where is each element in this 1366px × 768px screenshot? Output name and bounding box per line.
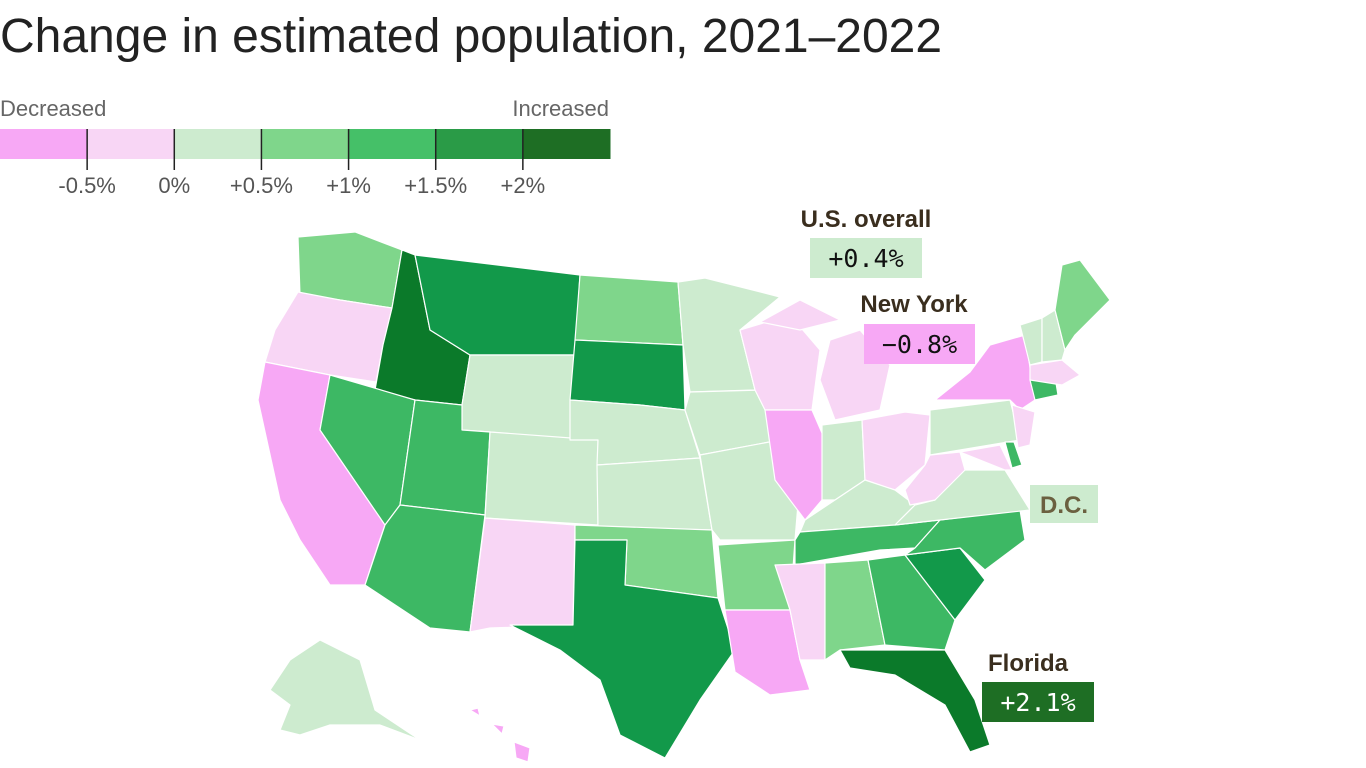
callout-label: D.C. [1040, 492, 1088, 519]
state [469, 517, 576, 633]
callout-label: U.S. overall [801, 206, 932, 233]
legend: -0.5% 0% +0.5% +1% +1.5% +2% [0, 129, 611, 198]
state [759, 299, 841, 331]
legend-swatch [435, 129, 524, 159]
state [839, 649, 991, 753]
callouts: U.S. overall +0.4% New York −0.8% D.C. Florid… [801, 206, 1098, 722]
state [1004, 441, 1023, 469]
legend-swatch [174, 129, 262, 159]
state [461, 354, 576, 441]
legend-high-label: Increased [512, 96, 609, 121]
legend-tick-label: +0.5% [230, 173, 293, 198]
state [1011, 404, 1036, 449]
state [894, 469, 1031, 526]
state [959, 444, 1013, 471]
state [867, 554, 956, 651]
state [513, 741, 531, 763]
state [509, 539, 736, 759]
callout-box [1030, 485, 1098, 523]
callout-label: New York [860, 291, 968, 318]
title: Change in estimated population, 2021–202… [0, 10, 942, 63]
callout-box [982, 682, 1094, 722]
state [269, 639, 421, 741]
callout-value: +2.1% [1000, 688, 1075, 717]
legend-swatch [348, 129, 437, 159]
state [1054, 259, 1111, 351]
state [824, 559, 886, 661]
state [774, 562, 826, 661]
legend-tick-label: +1% [326, 173, 371, 198]
legend-tick-label: 0% [158, 173, 190, 198]
legend-tick-label: +2% [501, 173, 546, 198]
callout-box [810, 238, 922, 278]
legend-swatch [522, 129, 611, 159]
state [491, 723, 505, 735]
state [1041, 309, 1066, 363]
state [484, 431, 599, 526]
state [574, 274, 684, 346]
legend-tick-label: +1.5% [404, 173, 467, 198]
callout-label: Florida [988, 650, 1069, 677]
state [1029, 359, 1081, 386]
state [569, 339, 686, 411]
us-map [257, 231, 1111, 763]
legend-low-label: Decreased [0, 96, 106, 121]
legend-swatch [261, 129, 350, 159]
state [904, 451, 966, 506]
callout-value: +0.4% [828, 244, 903, 273]
callout-value: −0.8% [882, 330, 957, 359]
legend-tick-label: -0.5% [58, 173, 115, 198]
legend-swatch [0, 129, 88, 159]
state [596, 457, 713, 531]
legend-swatch [87, 129, 175, 159]
callout-box [864, 324, 975, 364]
state [469, 707, 481, 717]
